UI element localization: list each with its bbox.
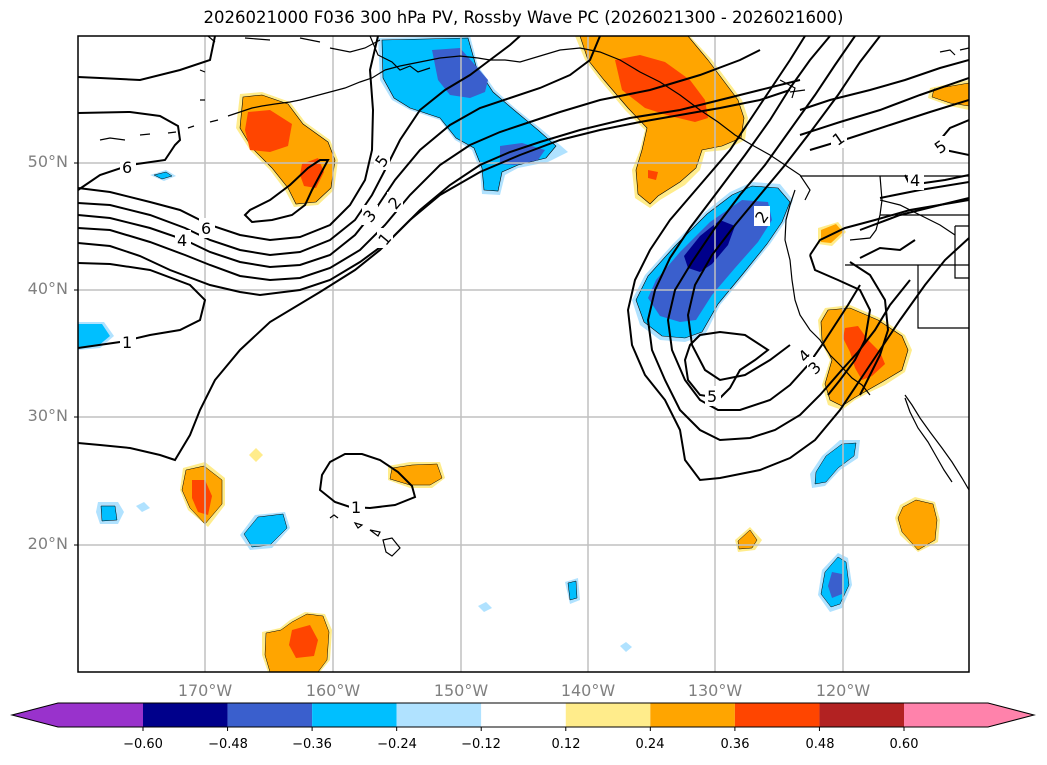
colorbar-bin bbox=[396, 703, 482, 727]
colorbar-outline bbox=[10, 702, 1036, 728]
colorbar-bin bbox=[734, 703, 820, 727]
colorbar-bin bbox=[481, 703, 566, 727]
colorbar-tick-label: −0.48 bbox=[208, 737, 248, 752]
lat-label-30n: 30°N bbox=[27, 406, 68, 425]
contour-label: 1 bbox=[351, 498, 361, 517]
lat-ticks bbox=[74, 162, 78, 546]
lat-label-20n: 20°N bbox=[27, 534, 68, 553]
colorbar-tick-label: −0.12 bbox=[461, 737, 501, 752]
lon-label-140w: 140°W bbox=[560, 681, 616, 700]
gridlines bbox=[78, 36, 969, 672]
contour-label: 6 bbox=[201, 219, 211, 238]
map-title: 2026021000 F036 300 hPa PV, Rossby Wave … bbox=[203, 8, 844, 27]
colorbar-tick-label: 0.60 bbox=[889, 737, 919, 752]
lat-label-40n: 40°N bbox=[27, 279, 68, 298]
lon-label-150w: 150°W bbox=[433, 681, 489, 700]
colorbar-bin bbox=[819, 703, 904, 727]
contour-label: 6 bbox=[122, 158, 132, 177]
colorbar-tick-label: 0.24 bbox=[635, 737, 665, 752]
colorbar-tick-label: −0.60 bbox=[123, 737, 163, 752]
colorbar-bin bbox=[227, 703, 313, 727]
contour-label-group: 6 6 4 5 3 2 1 1 1 2 4 5 5 4 bbox=[120, 128, 950, 517]
lat-label-50n: 50°N bbox=[27, 152, 68, 171]
colorbar bbox=[10, 702, 1036, 731]
map-frame bbox=[77, 35, 970, 673]
contour-label: 4 bbox=[910, 171, 920, 190]
pv-contours bbox=[78, 36, 969, 510]
colorbar-extend-low bbox=[12, 703, 143, 727]
colorbar-tick-label: 0.48 bbox=[805, 737, 835, 752]
contour-label: 1 bbox=[122, 333, 132, 352]
lon-label-160w: 160°W bbox=[305, 681, 361, 700]
coastlines bbox=[99, 36, 969, 557]
contour-label: 4 bbox=[177, 231, 187, 250]
colorbar-tick-label: −0.36 bbox=[292, 737, 332, 752]
colorbar-bin bbox=[143, 703, 228, 727]
contour-label: 5 bbox=[707, 387, 717, 406]
lon-label-130w: 130°W bbox=[687, 681, 743, 700]
lon-label-170w: 170°W bbox=[177, 681, 233, 700]
colorbar-tick-label: 0.36 bbox=[720, 737, 750, 752]
colorbar-tick-label: −0.24 bbox=[377, 737, 417, 752]
colorbar-extend-high bbox=[904, 703, 1034, 727]
colorbar-bin bbox=[312, 703, 397, 727]
colorbar-tick-label: 0.12 bbox=[551, 737, 581, 752]
colorbar-bin bbox=[565, 703, 651, 727]
colorbar-bin bbox=[650, 703, 735, 727]
lon-label-120w: 120°W bbox=[815, 681, 871, 700]
